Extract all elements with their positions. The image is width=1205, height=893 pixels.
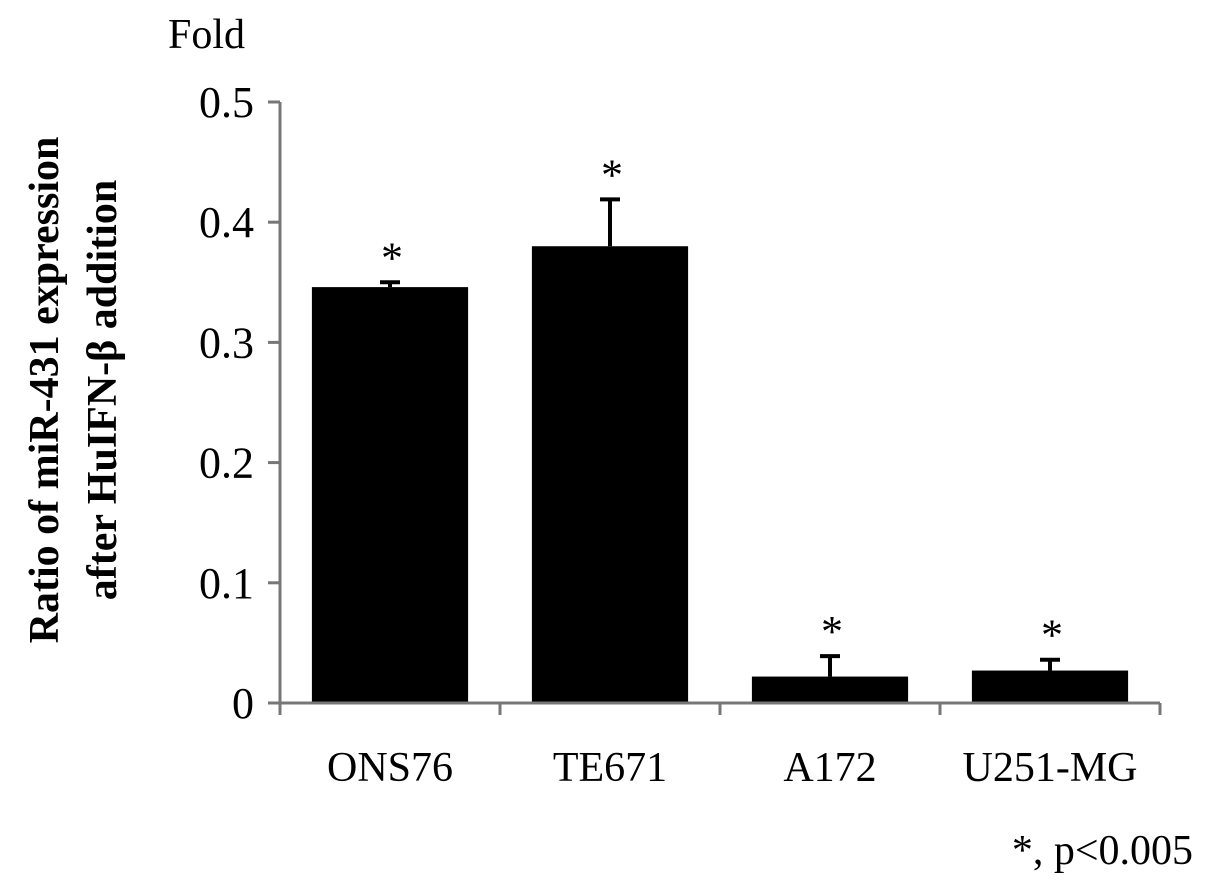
significance-mark: * — [1041, 611, 1063, 660]
plot-area: 0 0.1 0.2 0.3 0.4 0.5 * ONS76 * TE671 * A172 * U251-M… — [199, 78, 1162, 791]
x-tick-label: TE671 — [553, 745, 667, 791]
y-tick-label: 0.3 — [199, 318, 254, 367]
y-tick-label: 0.1 — [199, 559, 254, 608]
y-unit-label: Fold — [168, 12, 245, 58]
significance-mark: * — [601, 150, 623, 199]
y-axis-title-line-2: after HuIFN-β addition — [80, 180, 126, 600]
x-tick-label: A172 — [783, 745, 876, 791]
y-tick-label: 0.2 — [199, 439, 254, 488]
bar — [311, 287, 469, 703]
y-tick-label: 0 — [232, 679, 254, 728]
x-tick-label: U251-MG — [963, 745, 1138, 791]
y-tick-label: 0.4 — [199, 198, 254, 247]
bar — [751, 676, 909, 703]
significance-footnote: *, p<0.005 — [1012, 828, 1193, 874]
x-tick-label: ONS76 — [327, 745, 453, 791]
significance-mark: * — [381, 233, 403, 282]
y-axis-title-line-1: Ratio of miR-431 expression — [22, 137, 68, 644]
y-tick-label: 0.5 — [199, 78, 254, 127]
bar — [971, 670, 1129, 703]
y-axis-title: Ratio of miR-431 expression after HuIFN-… — [22, 137, 126, 644]
significance-mark: * — [821, 607, 843, 656]
bar — [531, 246, 689, 704]
